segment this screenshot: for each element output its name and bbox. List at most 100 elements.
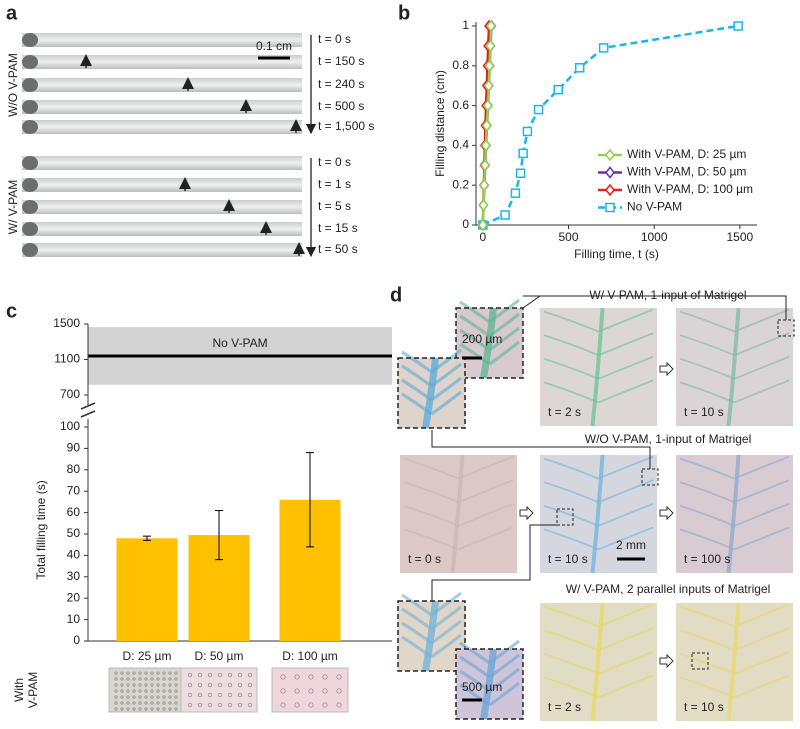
group-label: V-PAM <box>26 672 40 708</box>
pillar <box>120 683 124 687</box>
vein <box>459 312 520 338</box>
y-tick-label: 50 <box>67 526 81 540</box>
vein <box>422 600 439 672</box>
vein <box>459 639 520 665</box>
x-tick-label: D: 100 µm <box>282 649 338 663</box>
marker <box>500 210 510 220</box>
marker <box>478 198 489 212</box>
pillar <box>138 701 142 705</box>
vein <box>543 526 654 551</box>
vein <box>679 479 790 504</box>
error-bar <box>143 535 151 541</box>
pillar <box>144 701 148 705</box>
pillar <box>187 672 193 678</box>
legend-label: With V-PAM, D: 25 µm <box>627 147 746 161</box>
group-label: With <box>12 678 26 702</box>
pillar <box>174 707 178 711</box>
pillar <box>120 677 124 681</box>
pillar <box>138 689 142 693</box>
time-label: t = 15 s <box>318 221 358 235</box>
x-tick-label: D: 50 µm <box>195 649 244 663</box>
marker <box>480 139 491 152</box>
inlet <box>22 178 38 192</box>
y-tick-label: 0 <box>462 217 469 231</box>
roi-box <box>556 508 574 526</box>
y-tick-label: 60 <box>67 505 81 519</box>
pillar <box>197 682 203 688</box>
vein <box>401 376 462 402</box>
marker <box>479 178 490 192</box>
y-tick-label: 1100 <box>54 352 80 366</box>
pillar <box>144 683 148 687</box>
legend-marker <box>605 202 615 213</box>
marker <box>481 119 492 132</box>
pillar <box>217 702 223 708</box>
vein <box>679 627 790 652</box>
pillar <box>308 688 314 694</box>
pillar <box>132 689 136 693</box>
pillar <box>144 689 148 693</box>
y-tick-label: 1500 <box>53 316 80 330</box>
pillar <box>168 689 172 693</box>
y-tick-label: 40 <box>67 548 81 562</box>
y-tick-label: 30 <box>67 569 81 583</box>
inlet <box>22 243 38 257</box>
row-title: W/ V-PAM, 2 parallel inputs of Matrigel <box>566 582 771 596</box>
vein <box>450 454 465 574</box>
step-arrow <box>659 361 674 377</box>
vein <box>679 526 790 551</box>
vein <box>403 479 514 504</box>
channel <box>22 200 302 214</box>
x-axis-label: Filling time, t (s) <box>574 247 659 261</box>
marker <box>483 79 494 92</box>
panel-label: c <box>6 300 17 322</box>
pillar <box>114 683 118 687</box>
pillar <box>126 695 130 699</box>
marker <box>522 126 533 137</box>
pillar <box>217 682 223 688</box>
pillar <box>114 701 118 705</box>
vein <box>459 681 520 707</box>
vein <box>590 602 605 722</box>
vein <box>543 379 654 404</box>
pillar <box>156 689 160 693</box>
vein <box>543 355 654 380</box>
pillar <box>247 702 253 708</box>
y-tick-label: 700 <box>60 387 80 401</box>
pillar <box>187 682 193 688</box>
channel <box>22 78 302 92</box>
pillar <box>237 672 243 678</box>
bar <box>116 538 178 641</box>
pillar <box>144 671 148 675</box>
time-label: t = 5 s <box>318 199 351 213</box>
marker <box>510 188 521 198</box>
x-tick-label: 0 <box>480 230 487 244</box>
pillar <box>207 702 213 708</box>
channel <box>22 156 302 170</box>
channel <box>22 243 302 257</box>
vein <box>459 667 520 693</box>
pillar <box>144 707 148 711</box>
marker <box>533 104 544 115</box>
vein <box>679 502 790 527</box>
y-tick-label: 0.4 <box>452 138 469 152</box>
vein <box>679 603 790 628</box>
pillar <box>187 702 193 708</box>
vein <box>403 455 514 480</box>
inset-frame <box>455 648 524 720</box>
error-bar <box>215 509 223 561</box>
time-label: t = 0 s <box>318 155 351 169</box>
channel <box>22 33 302 47</box>
pillar <box>114 671 118 675</box>
pillar <box>120 689 124 693</box>
panel-label: d <box>390 284 402 306</box>
inlet <box>22 120 38 134</box>
vein <box>679 650 790 675</box>
pillar <box>132 695 136 699</box>
y-tick-label: 100 <box>60 419 80 433</box>
pillar <box>227 672 233 678</box>
group-label: W/ V-PAM <box>6 180 20 234</box>
x-tick-label: 500 <box>559 230 579 244</box>
reference-label: No V-PAM <box>212 336 267 350</box>
scale-label: 500 µm <box>462 680 502 694</box>
